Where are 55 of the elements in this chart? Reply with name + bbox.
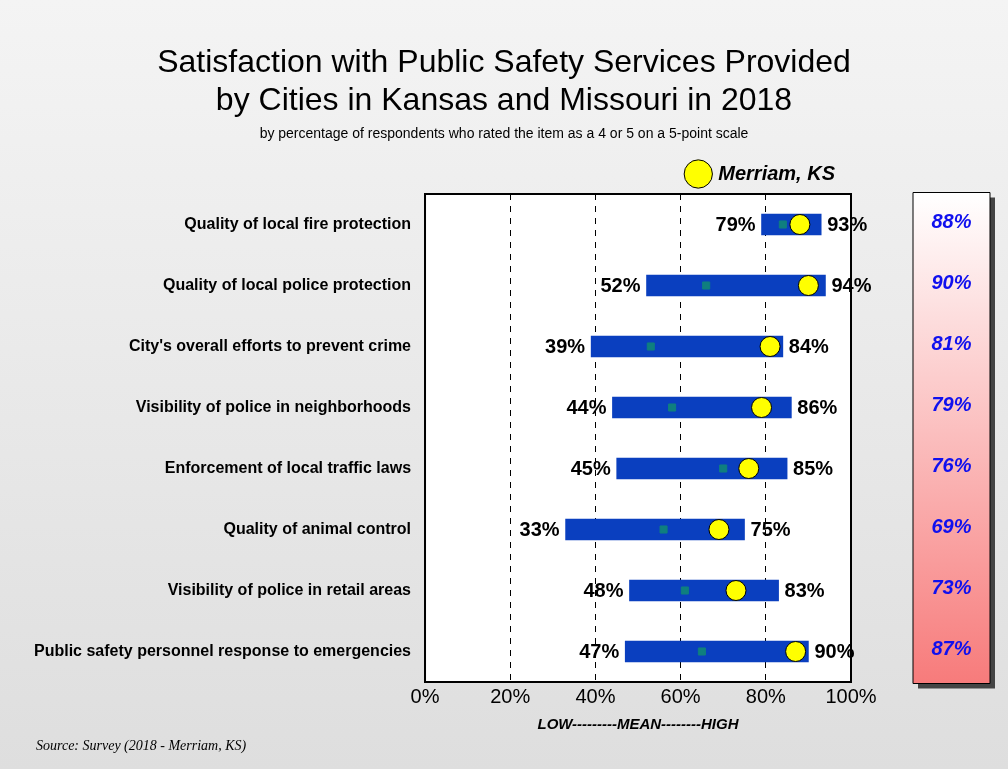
- annotation: 75%: [750, 518, 791, 541]
- point: [719, 464, 728, 473]
- annotation: 39%: [545, 335, 586, 358]
- annotation: 45%: [570, 457, 611, 480]
- data-label: 73%: [931, 576, 972, 599]
- point: [751, 397, 773, 418]
- data-label: 90%: [931, 271, 972, 294]
- annotation: 79%: [715, 213, 756, 236]
- point: [697, 647, 706, 656]
- point: [668, 403, 677, 412]
- point: [785, 641, 807, 662]
- data-label: 88%: [931, 210, 972, 233]
- x-tick-label: 0%: [410, 684, 440, 707]
- annotation: 47%: [579, 640, 620, 663]
- point: [702, 281, 711, 290]
- x-tick-label: 20%: [490, 684, 531, 707]
- y-tick-label: Quality of animal control: [223, 519, 412, 537]
- y-tick-label: Public safety personnel response to emergencies: [33, 641, 412, 659]
- data-label: 69%: [931, 515, 972, 538]
- y-tick-label: Quality of local police protection: [162, 275, 412, 293]
- data-label: 76%: [931, 454, 972, 477]
- x-tick-label: 100%: [825, 684, 877, 707]
- point: [725, 580, 747, 601]
- data-label: 79%: [931, 393, 972, 416]
- annotation: 83%: [784, 579, 825, 602]
- source-note: Source: Survey (2018 - Merriam, KS): [36, 738, 247, 754]
- y-tick-label: Visibility of police in retail areas: [167, 580, 412, 598]
- point: [738, 458, 760, 479]
- x-tick-label: 80%: [745, 684, 787, 707]
- point: [659, 525, 668, 534]
- y-tick-label: City's overall efforts to prevent crime: [128, 336, 412, 354]
- annotation: 85%: [793, 457, 834, 480]
- annotation: 48%: [583, 579, 624, 602]
- point: [778, 220, 787, 229]
- annotation: 44%: [566, 396, 607, 419]
- chart-subtitle: by percentage of respondents who rated the item as a 4 or 5 on a 5-point scale: [258, 125, 750, 141]
- chart-title: Satisfaction with Public Safety Services Provided by Cities in Kansas and Missouri in 2018: [156, 42, 852, 118]
- point: [797, 275, 819, 296]
- y-tick-label: Enforcement of local traffic laws: [164, 458, 412, 476]
- x-tick-label: 60%: [660, 684, 701, 707]
- data-label: 81%: [931, 332, 972, 355]
- legend-label: Merriam, KS: [718, 161, 836, 184]
- annotation: 52%: [600, 274, 641, 297]
- data-label: 87%: [931, 637, 972, 660]
- point: [759, 336, 781, 357]
- point: [646, 342, 655, 351]
- x-axis-title: LOW---------MEAN--------HIGH: [537, 715, 740, 733]
- y-tick-label: Visibility of police in neighborhoods: [135, 397, 412, 415]
- y-tick-label: Quality of local fire protection: [184, 214, 412, 232]
- annotation: 84%: [788, 335, 830, 358]
- annotation: 86%: [797, 396, 838, 419]
- annotation: 33%: [519, 518, 560, 541]
- point: [680, 586, 689, 595]
- x-tick-label: 40%: [575, 684, 616, 707]
- point: [708, 519, 730, 540]
